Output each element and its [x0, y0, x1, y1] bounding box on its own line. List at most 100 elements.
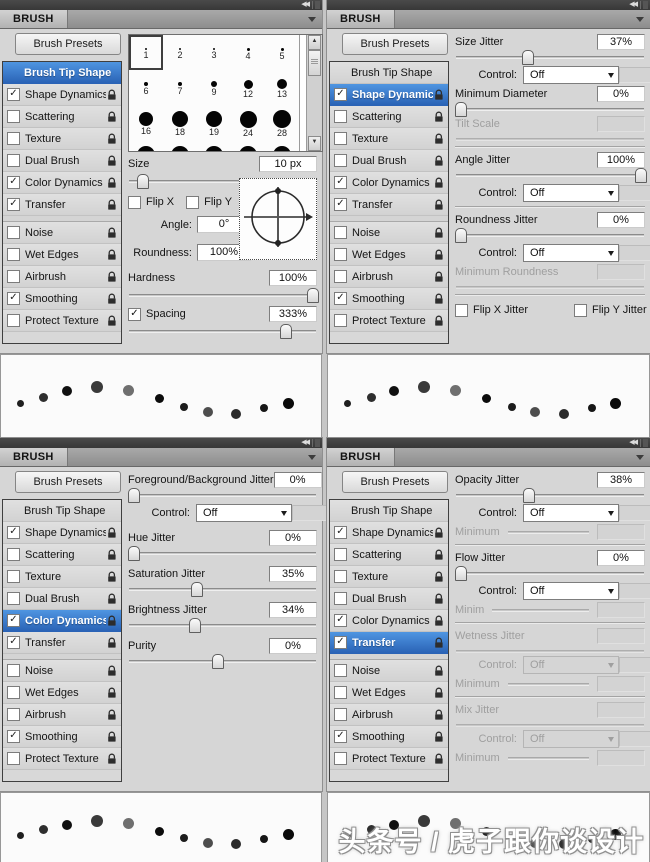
brush-presets-button[interactable]: Brush Presets — [342, 33, 448, 55]
brush-preset-cell[interactable]: 16 — [129, 105, 164, 141]
sidebar-item-transfer[interactable]: ✓ Transfer — [330, 194, 448, 216]
wetness-jitter-value[interactable] — [597, 628, 645, 644]
slider-thumb[interactable] — [188, 618, 201, 633]
brush-preset-cell[interactable]: 13 — [265, 70, 300, 106]
sidebar-item-smoothing[interactable]: ✓ Smoothing — [3, 288, 121, 310]
brush-preset-cell[interactable] — [163, 140, 198, 151]
lock-icon[interactable] — [433, 199, 445, 211]
scroll-down-button[interactable]: ▼ — [308, 136, 321, 151]
slider-thumb[interactable] — [455, 228, 467, 243]
lock-icon[interactable] — [106, 687, 118, 699]
checkbox[interactable] — [334, 154, 347, 167]
sidebar-item-protect-texture[interactable]: Protect Texture — [3, 310, 121, 332]
size-jitter-value[interactable]: 37% — [597, 34, 645, 50]
scroll-up-button[interactable]: ▲ — [308, 35, 321, 50]
control-value-field[interactable] — [619, 185, 650, 201]
lock-icon[interactable] — [433, 637, 445, 649]
sidebar-item-protect-texture[interactable]: Protect Texture — [3, 748, 121, 770]
minimum-value[interactable] — [597, 524, 645, 540]
sidebar-item-noise[interactable]: Noise — [330, 222, 448, 244]
lock-icon[interactable] — [433, 133, 445, 145]
checkbox[interactable] — [7, 548, 20, 561]
checkbox[interactable]: ✓ — [7, 88, 20, 101]
sidebar-item-texture[interactable]: Texture — [330, 128, 448, 150]
control-dropdown[interactable]: Off — [196, 504, 292, 522]
sidebar-item-smoothing[interactable]: ✓ Smoothing — [3, 726, 121, 748]
lock-icon[interactable] — [433, 111, 445, 123]
checkbox[interactable] — [7, 248, 20, 261]
checkbox[interactable] — [7, 708, 20, 721]
lock-icon[interactable] — [433, 249, 445, 261]
checkbox[interactable] — [7, 226, 20, 239]
lock-icon[interactable] — [433, 687, 445, 699]
control-dropdown[interactable]: Off — [523, 582, 619, 600]
checkbox[interactable] — [128, 195, 141, 209]
checkbox[interactable] — [7, 752, 20, 765]
brush-preset-cell[interactable]: 2 — [163, 35, 198, 71]
checkbox[interactable]: ✓ — [334, 636, 347, 649]
checkbox[interactable] — [334, 248, 347, 261]
slider[interactable] — [455, 566, 645, 581]
brush-preset-cell[interactable] — [231, 140, 266, 151]
checkbox[interactable] — [7, 686, 20, 699]
panel-tab-brush[interactable]: BRUSH — [0, 448, 68, 466]
checkbox[interactable]: ✓ — [7, 730, 20, 743]
checkbox-flip-y-jitter[interactable]: Flip Y Jitter — [574, 303, 647, 317]
sidebar-item-wet-edges[interactable]: Wet Edges — [330, 244, 448, 266]
brush-preset-cell[interactable]: 7 — [163, 70, 198, 106]
slider-thumb[interactable] — [190, 582, 203, 597]
checkbox[interactable]: ✓ — [334, 292, 347, 305]
checkbox[interactable] — [334, 664, 347, 677]
sidebar-item-brush-tip-shape[interactable]: Brush Tip Shape — [3, 62, 121, 84]
checkbox-flip-x[interactable]: Flip X — [128, 195, 174, 209]
control-value-field[interactable] — [619, 505, 650, 521]
sidebar-item-wet-edges[interactable]: Wet Edges — [3, 244, 121, 266]
size-value[interactable]: 10 px — [259, 156, 317, 172]
control-value-field[interactable] — [619, 731, 650, 747]
slider[interactable] — [128, 618, 317, 633]
brush-preset-cell[interactable]: 5 — [265, 35, 300, 71]
lock-icon[interactable] — [106, 177, 118, 189]
sidebar-item-transfer[interactable]: ✓ Transfer — [3, 194, 121, 216]
sidebar-item-protect-texture[interactable]: Protect Texture — [330, 310, 448, 332]
checkbox[interactable]: ✓ — [7, 176, 20, 189]
grid-scrollbar[interactable]: ▲ ▼ — [306, 35, 322, 151]
checkbox[interactable]: ✓ — [7, 526, 20, 539]
lock-icon[interactable] — [106, 133, 118, 145]
brush-preset-cell[interactable] — [265, 140, 300, 151]
sidebar-item-scattering[interactable]: Scattering — [3, 106, 121, 128]
lock-icon[interactable] — [433, 315, 445, 327]
brush-preset-cell[interactable]: 6 — [129, 70, 164, 106]
lock-icon[interactable] — [106, 89, 118, 101]
tilt-scale-value[interactable] — [597, 116, 645, 132]
control-dropdown[interactable]: Off — [523, 730, 619, 748]
sidebar-item-transfer[interactable]: ✓ Transfer — [330, 632, 448, 654]
foreground-background-jitter-value[interactable]: 0% — [273, 472, 322, 488]
slider[interactable] — [128, 546, 317, 561]
spacing-value[interactable]: 333% — [269, 306, 317, 322]
checkbox[interactable]: ✓ — [7, 636, 20, 649]
checkbox[interactable] — [7, 570, 20, 583]
checkbox[interactable]: ✓ — [334, 730, 347, 743]
checkbox-spacing[interactable]: ✓ Spacing — [128, 307, 186, 321]
checkbox[interactable] — [574, 303, 588, 317]
lock-icon[interactable] — [106, 593, 118, 605]
slider-thumb[interactable] — [307, 288, 319, 303]
checkbox[interactable] — [186, 195, 200, 209]
checkbox-flip-x-jitter[interactable]: Flip X Jitter — [455, 303, 528, 317]
panel-tab-brush[interactable]: BRUSH — [0, 10, 68, 28]
collapse-arrows-icon[interactable]: ◀◀ — [629, 1, 638, 8]
sidebar-item-noise[interactable]: Noise — [3, 222, 121, 244]
minimum-roundness-value[interactable] — [597, 264, 645, 280]
lock-icon[interactable] — [106, 753, 118, 765]
lock-icon[interactable] — [433, 271, 445, 283]
sidebar-item-scattering[interactable]: Scattering — [330, 544, 448, 566]
brush-preset-cell[interactable]: 9 — [197, 70, 232, 106]
sidebar-item-color-dynamics[interactable]: ✓ Color Dynamics — [330, 172, 448, 194]
collapse-arrows-icon[interactable]: ◀◀ — [301, 439, 310, 446]
sidebar-item-shape-dynamics[interactable]: ✓ Shape Dynamics — [3, 84, 121, 106]
lock-icon[interactable] — [106, 571, 118, 583]
checkbox[interactable]: ✓ — [128, 307, 141, 321]
control-value-field[interactable] — [619, 67, 650, 83]
lock-icon[interactable] — [433, 293, 445, 305]
